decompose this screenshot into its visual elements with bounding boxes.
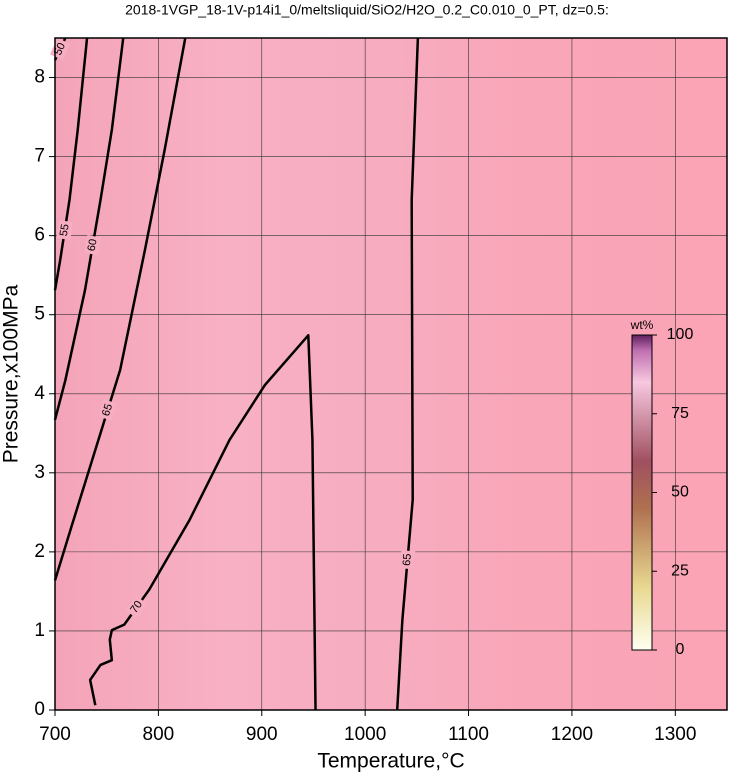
- y-tick-label: 2: [34, 541, 45, 562]
- contour-label: 65: [401, 553, 414, 566]
- x-tick-label: 900: [246, 724, 278, 745]
- contour-line: [53, 37, 187, 581]
- contour-label-bg: [84, 235, 102, 256]
- x-tick-label: 700: [39, 724, 71, 745]
- x-tick-label: 1100: [448, 724, 489, 745]
- contour-label: 55: [58, 223, 72, 237]
- y-tick-label: 6: [34, 225, 45, 246]
- colorbar-tick-label: 25: [671, 562, 689, 579]
- colorbar-tick-label: 75: [671, 405, 689, 422]
- colorbar: [631, 334, 653, 651]
- contour-label-bg: [125, 595, 148, 619]
- frame: [54, 37, 728, 711]
- y-tick-label: 7: [34, 146, 45, 167]
- y-tick-label: 3: [34, 462, 45, 483]
- x-tick-label: 1300: [654, 724, 696, 745]
- chart-title: 2018-1VGP_18-1V-p14i1_0/meltsliquid/SiO2…: [125, 2, 609, 18]
- y-axis-label: Pressure,x100MPa: [0, 284, 23, 463]
- x-tick-label: 1200: [551, 724, 593, 745]
- colorbar-tick-label: 100: [667, 326, 694, 343]
- contour-label: 50: [52, 41, 68, 57]
- x-axis-label: Temperature,°C: [317, 750, 464, 773]
- y-tick-label: 5: [34, 304, 45, 325]
- contour-label: 60: [86, 238, 100, 252]
- contour-label: 70: [128, 599, 145, 616]
- x-tick-label: 800: [143, 724, 175, 745]
- contour-label-bg: [56, 220, 74, 241]
- y-tick-label: 4: [34, 383, 45, 404]
- contour-label: 65: [100, 402, 115, 417]
- colorbar-label: wt%: [630, 318, 654, 332]
- contour-label-bg: [399, 550, 416, 570]
- colorbar-tick-label: 50: [671, 484, 689, 501]
- y-tick-label: 8: [34, 67, 45, 88]
- colorbar-tick-label: 0: [676, 641, 685, 658]
- contour-line: [395, 37, 420, 711]
- x-tick-label: 1000: [344, 724, 386, 745]
- plot-area: [55, 38, 727, 710]
- contour-label-bg: [98, 399, 118, 421]
- contour-line: [53, 37, 89, 291]
- y-tick-label: 0: [34, 699, 45, 720]
- y-tick-label: 1: [34, 620, 45, 641]
